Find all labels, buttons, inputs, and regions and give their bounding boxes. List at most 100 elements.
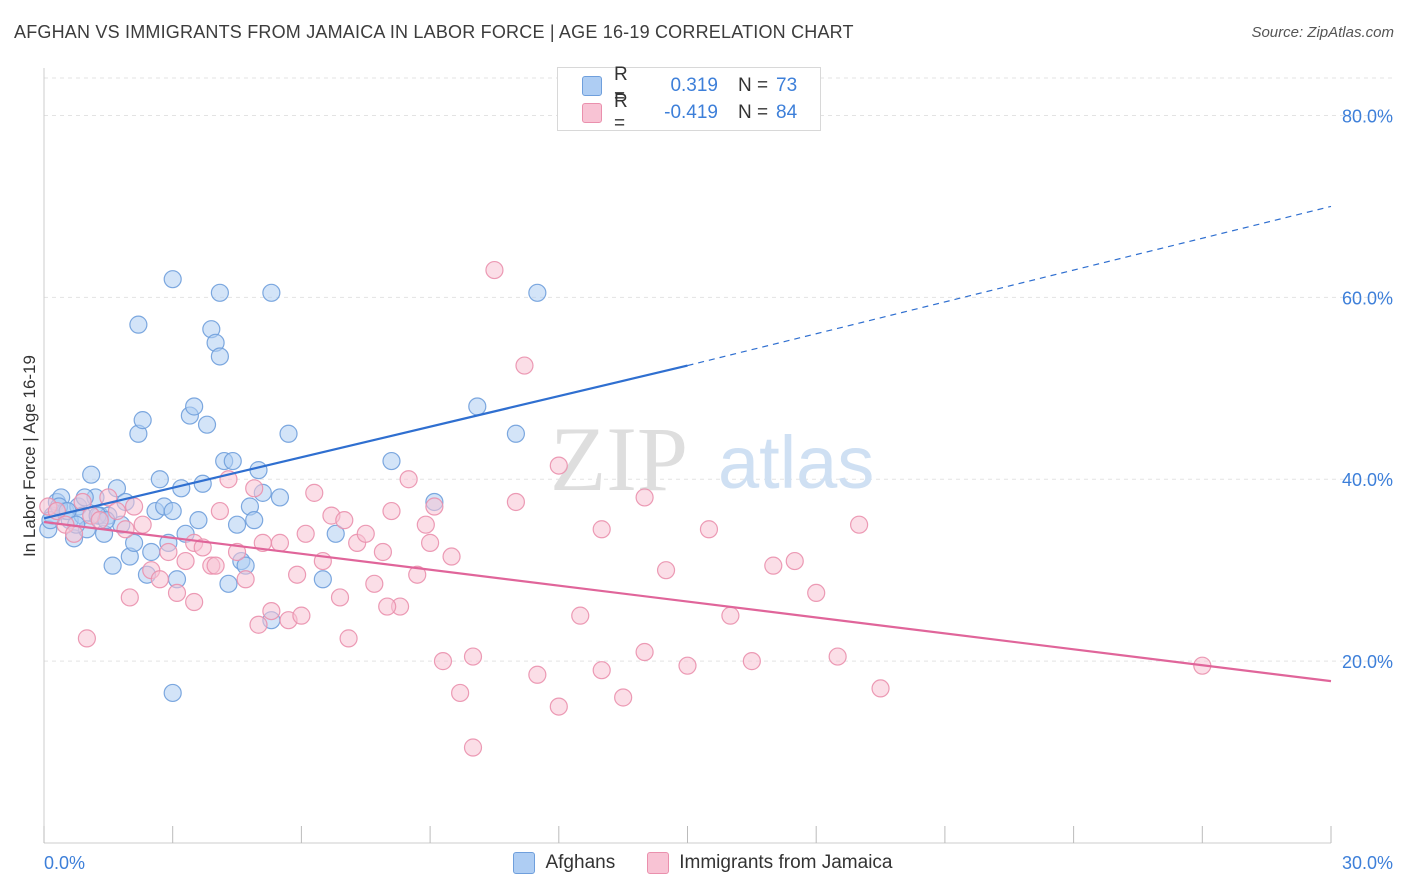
jamaica-point <box>176 551 195 571</box>
jamaica-point <box>614 688 633 707</box>
afghans-point <box>249 461 268 480</box>
afghans-point <box>197 415 217 434</box>
jamaica-point <box>373 542 393 562</box>
jamaica-point <box>330 588 350 607</box>
jamaica-point <box>365 574 384 593</box>
afghans-point <box>219 574 238 593</box>
jamaica-point <box>150 570 169 589</box>
legend-item-afghans[interactable]: Afghans <box>513 852 615 874</box>
legend-label-jamaica: Immigrants from Jamaica <box>679 852 893 873</box>
afghans-point <box>129 315 148 334</box>
afghans-point <box>163 501 182 521</box>
x-tick-label-min: 0.0% <box>44 853 85 873</box>
jamaica-legend-swatch <box>647 852 670 874</box>
afghans-point <box>326 524 345 543</box>
x-tick-label-max: 30.0% <box>1342 853 1393 873</box>
afghans-point <box>163 270 182 289</box>
jamaica-point <box>124 497 144 516</box>
tick-labels-layer: 20.0% 40.0% 60.0% 80.0% 0.0% 30.0% <box>44 106 1393 873</box>
afghans-point <box>279 424 298 443</box>
jamaica-point <box>210 501 229 521</box>
legend-label-afghans: Afghans <box>545 852 616 873</box>
jamaica-point <box>399 470 418 489</box>
y-tick-label: 40.0% <box>1342 470 1393 490</box>
jamaica-point <box>485 260 504 280</box>
legend-item-jamaica[interactable]: Immigrants from Jamaica <box>647 852 893 874</box>
jamaica-point <box>433 652 453 671</box>
jamaica-point <box>356 524 375 543</box>
jamaica-point <box>236 570 255 589</box>
jamaica-point <box>871 679 890 698</box>
jamaica-point <box>451 683 470 703</box>
series-legend: Afghans Immigrants from Jamaica <box>0 852 1406 874</box>
jamaica-point <box>785 551 804 571</box>
jamaica-point <box>699 520 719 539</box>
jamaica-point <box>185 592 204 612</box>
jamaica-point <box>382 501 401 521</box>
afghans-swatch <box>582 76 602 96</box>
jamaica-point <box>515 356 534 375</box>
chart-title: AFGHAN VS IMMIGRANTS FROM JAMAICA IN LAB… <box>14 22 854 42</box>
jamaica-point <box>807 583 826 603</box>
jamaica-point <box>463 647 483 666</box>
jamaica-point <box>159 542 178 562</box>
jamaica-point <box>635 642 654 662</box>
jamaica-point <box>592 520 611 539</box>
y-tick-label: 60.0% <box>1342 288 1393 308</box>
jamaica-point <box>528 665 547 684</box>
afghans-point <box>382 451 401 471</box>
jamaica-point <box>167 583 187 603</box>
jamaica-point <box>133 515 152 534</box>
jamaica-point <box>635 488 654 507</box>
legend-n-value: 84 <box>776 102 798 123</box>
y-axis-title: In Labor Force | Age 16-19 <box>20 355 39 557</box>
afghans-legend-swatch <box>513 852 536 874</box>
jamaica-point <box>442 547 461 566</box>
trend-layer <box>43 205 1332 683</box>
jamaica-point <box>656 561 676 580</box>
afghans-point <box>103 556 122 575</box>
afghans-point <box>262 283 281 302</box>
jamaica-point <box>262 601 281 621</box>
jamaica-point <box>73 492 92 512</box>
jamaica-point <box>549 697 568 716</box>
jamaica-point <box>742 652 761 671</box>
chart-source: Source: ZipAtlas.com <box>1251 24 1394 41</box>
jamaica-point <box>292 606 311 625</box>
afghans-point <box>468 397 487 416</box>
jamaica-point <box>64 524 84 543</box>
jamaica-point <box>849 515 869 534</box>
afghans-point <box>185 397 204 416</box>
afghans-point <box>227 515 247 534</box>
legend-row-afghans: R = 0.319 N = 73 <box>582 64 797 107</box>
watermark-atlas: atlas <box>718 421 874 504</box>
jamaica-point <box>270 533 290 552</box>
jamaica-swatch <box>582 103 602 123</box>
jamaica-point <box>116 520 135 539</box>
jamaica-point <box>77 629 97 648</box>
jamaica-point <box>678 656 697 675</box>
afghans-point <box>124 533 144 552</box>
legend-r-value: -0.419 <box>664 102 718 123</box>
y-tick-label: 80.0% <box>1342 106 1393 126</box>
legend-r-value: 0.319 <box>670 75 718 96</box>
afghans-point <box>142 542 161 562</box>
jamaica-point <box>335 511 354 530</box>
afghans-point <box>82 465 101 484</box>
afghans-point <box>172 479 191 498</box>
legend-r-label: R = <box>614 64 628 107</box>
legend-n-label: N = <box>738 102 769 123</box>
jamaica-point <box>421 533 440 552</box>
jamaica-point <box>206 556 225 575</box>
afghans-point <box>223 451 242 471</box>
afghans-point <box>193 474 212 493</box>
afghans-point <box>245 511 264 530</box>
axes-layer <box>43 68 1332 844</box>
afghans-trend-line <box>43 364 688 520</box>
legend-row-jamaica: R = -0.419 N = 84 <box>582 91 798 134</box>
afghans-point <box>189 511 208 530</box>
jamaica-point <box>107 501 127 521</box>
jamaica-point <box>339 629 358 648</box>
jamaica-point <box>378 597 397 616</box>
